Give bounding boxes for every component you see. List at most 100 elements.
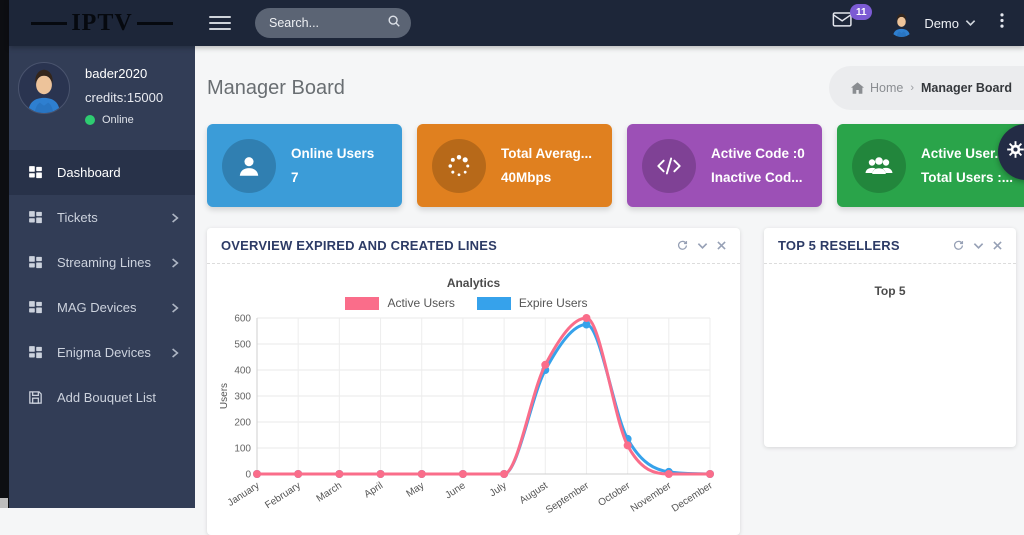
grid-icon (27, 299, 44, 316)
chart-title: Analytics (446, 276, 501, 290)
collapse-icon[interactable] (697, 242, 708, 250)
chart-panel-title: OVERVIEW EXPIRED AND CREATED LINES (221, 238, 497, 253)
search-input[interactable] (269, 16, 387, 30)
kebab-menu-icon[interactable] (996, 11, 1008, 35)
code-icon (642, 138, 696, 193)
legend-label: Active Users (387, 296, 455, 310)
sidebar-user-block: bader2020 credits:15000 Online (9, 46, 195, 138)
top5-body-text: Top 5 (874, 284, 906, 298)
svg-text:500: 500 (234, 340, 251, 351)
spinner-icon (432, 138, 486, 193)
stat-line2: Total Users :... (921, 169, 1014, 185)
stat-line2: 40Mbps (501, 169, 552, 185)
home-icon (850, 82, 864, 94)
chevron-right-icon (171, 347, 179, 359)
stat-card-active-code-0: Active Code :0 Inactive Cod... (627, 124, 822, 207)
stat-card-total-averag: Total Averag... 40Mbps (417, 124, 612, 207)
sidebar-item-label: Add Bouquet List (57, 390, 157, 405)
online-status-label: Online (102, 114, 134, 126)
user-menu[interactable]: Demo (924, 15, 959, 31)
sidebar-item-label: Enigma Devices (57, 345, 151, 360)
credits-label: credits:15000 (85, 90, 164, 105)
svg-text:May: May (405, 480, 427, 500)
chevron-right-icon (171, 302, 179, 314)
search-icon (387, 14, 401, 33)
avatar[interactable] (888, 10, 915, 37)
svg-text:September: September (544, 480, 592, 516)
avatar (18, 62, 70, 114)
sidebar-item-label: MAG Devices (57, 300, 137, 315)
sidebar-menu: Dashboard Tickets Streaming Lines MAG Devic… (9, 150, 195, 420)
gear-icon (1006, 140, 1024, 164)
stat-card-active-user: Active User... Total Users :... (837, 124, 1024, 207)
main-content: Manager Board Home › Manager Board Online … (195, 46, 1024, 535)
legend-swatch (476, 296, 511, 310)
svg-text:March: March (315, 480, 344, 504)
messages-button[interactable]: 11 (832, 4, 873, 38)
stat-line1: Active User... (921, 145, 1006, 161)
search-box[interactable] (255, 8, 411, 38)
sidebar-item-dashboard[interactable]: Dashboard (9, 150, 195, 195)
stat-line1: Active Code :0 (711, 145, 805, 161)
stat-cards-row: Online Users 7 Total Averag... 40Mbps Active… (195, 124, 1024, 207)
svg-text:300: 300 (234, 392, 251, 403)
svg-text:100: 100 (234, 444, 251, 455)
svg-text:December: December (670, 480, 715, 515)
stat-card-online-users: Online Users 7 (207, 124, 402, 207)
stat-line1: Total Averag... (501, 145, 593, 161)
notification-badge: 11 (850, 4, 873, 20)
svg-text:July: July (488, 480, 509, 499)
top5-panel-title: TOP 5 RESELLERS (778, 238, 900, 253)
stat-line2: Inactive Cod... (711, 169, 803, 185)
svg-text:February: February (263, 480, 303, 511)
svg-text:200: 200 (234, 418, 251, 429)
legend-label: Expire Users (518, 296, 588, 310)
username: bader2020 (85, 66, 148, 81)
chevron-down-icon[interactable] (965, 14, 976, 32)
sidebar: bader2020 credits:15000 Online Dashboard… (9, 46, 195, 508)
sidebar-item-label: Dashboard (57, 165, 121, 180)
collapse-icon[interactable] (973, 242, 984, 250)
chevron-right-icon (171, 212, 179, 224)
topbar: IPTV 11 Demo (9, 0, 1024, 46)
app-logo[interactable]: IPTV (9, 10, 195, 37)
close-icon[interactable] (717, 241, 726, 250)
breadcrumb-link-home[interactable]: Home (869, 81, 904, 95)
sidebar-item-tickets[interactable]: Tickets (9, 195, 195, 240)
svg-text:November: November (629, 480, 674, 515)
stat-line1: Online Users (291, 145, 375, 161)
legend-swatch (345, 296, 380, 310)
refresh-icon[interactable] (677, 240, 688, 251)
breadcrumb: Home › Manager Board (828, 66, 1024, 110)
grid-icon (27, 209, 44, 226)
sidebar-item-mag-devices[interactable]: MAG Devices (9, 285, 195, 330)
page-title: Manager Board (207, 76, 345, 99)
close-icon[interactable] (993, 241, 1002, 250)
grid-icon (27, 344, 44, 361)
menu-toggle-icon[interactable] (209, 12, 231, 34)
svg-text:August: August (518, 480, 550, 506)
svg-text:400: 400 (234, 366, 251, 377)
sidebar-item-add-bouquet-list[interactable]: Add Bouquet List (9, 375, 195, 420)
save-icon (27, 389, 44, 406)
users-icon (852, 138, 906, 193)
svg-text:April: April (362, 480, 385, 500)
grid-icon (27, 254, 44, 271)
breadcrumb-separator: › (910, 82, 914, 94)
svg-text:January: January (226, 480, 262, 509)
top5-resellers-panel: TOP 5 RESELLERS Top 5 (764, 228, 1016, 447)
desktop-edge-strip (0, 0, 9, 508)
sidebar-item-enigma-devices[interactable]: Enigma Devices (9, 330, 195, 375)
logo-text: IPTV (71, 9, 133, 36)
line-chart: 0 100 200 300 400 500 600 January February March A… (217, 312, 730, 529)
online-status-dot (85, 115, 95, 125)
chart-panel: OVERVIEW EXPIRED AND CREATED LINES Analy… (207, 228, 740, 535)
sidebar-item-streaming-lines[interactable]: Streaming Lines (9, 240, 195, 285)
chart-legend: Active Users Expire Users (217, 296, 730, 310)
sidebar-item-label: Tickets (57, 210, 98, 225)
user-icon (222, 138, 276, 193)
refresh-icon[interactable] (953, 240, 964, 251)
envelope-icon (832, 12, 856, 33)
grid-icon (27, 164, 44, 181)
sidebar-item-label: Streaming Lines (57, 255, 151, 270)
